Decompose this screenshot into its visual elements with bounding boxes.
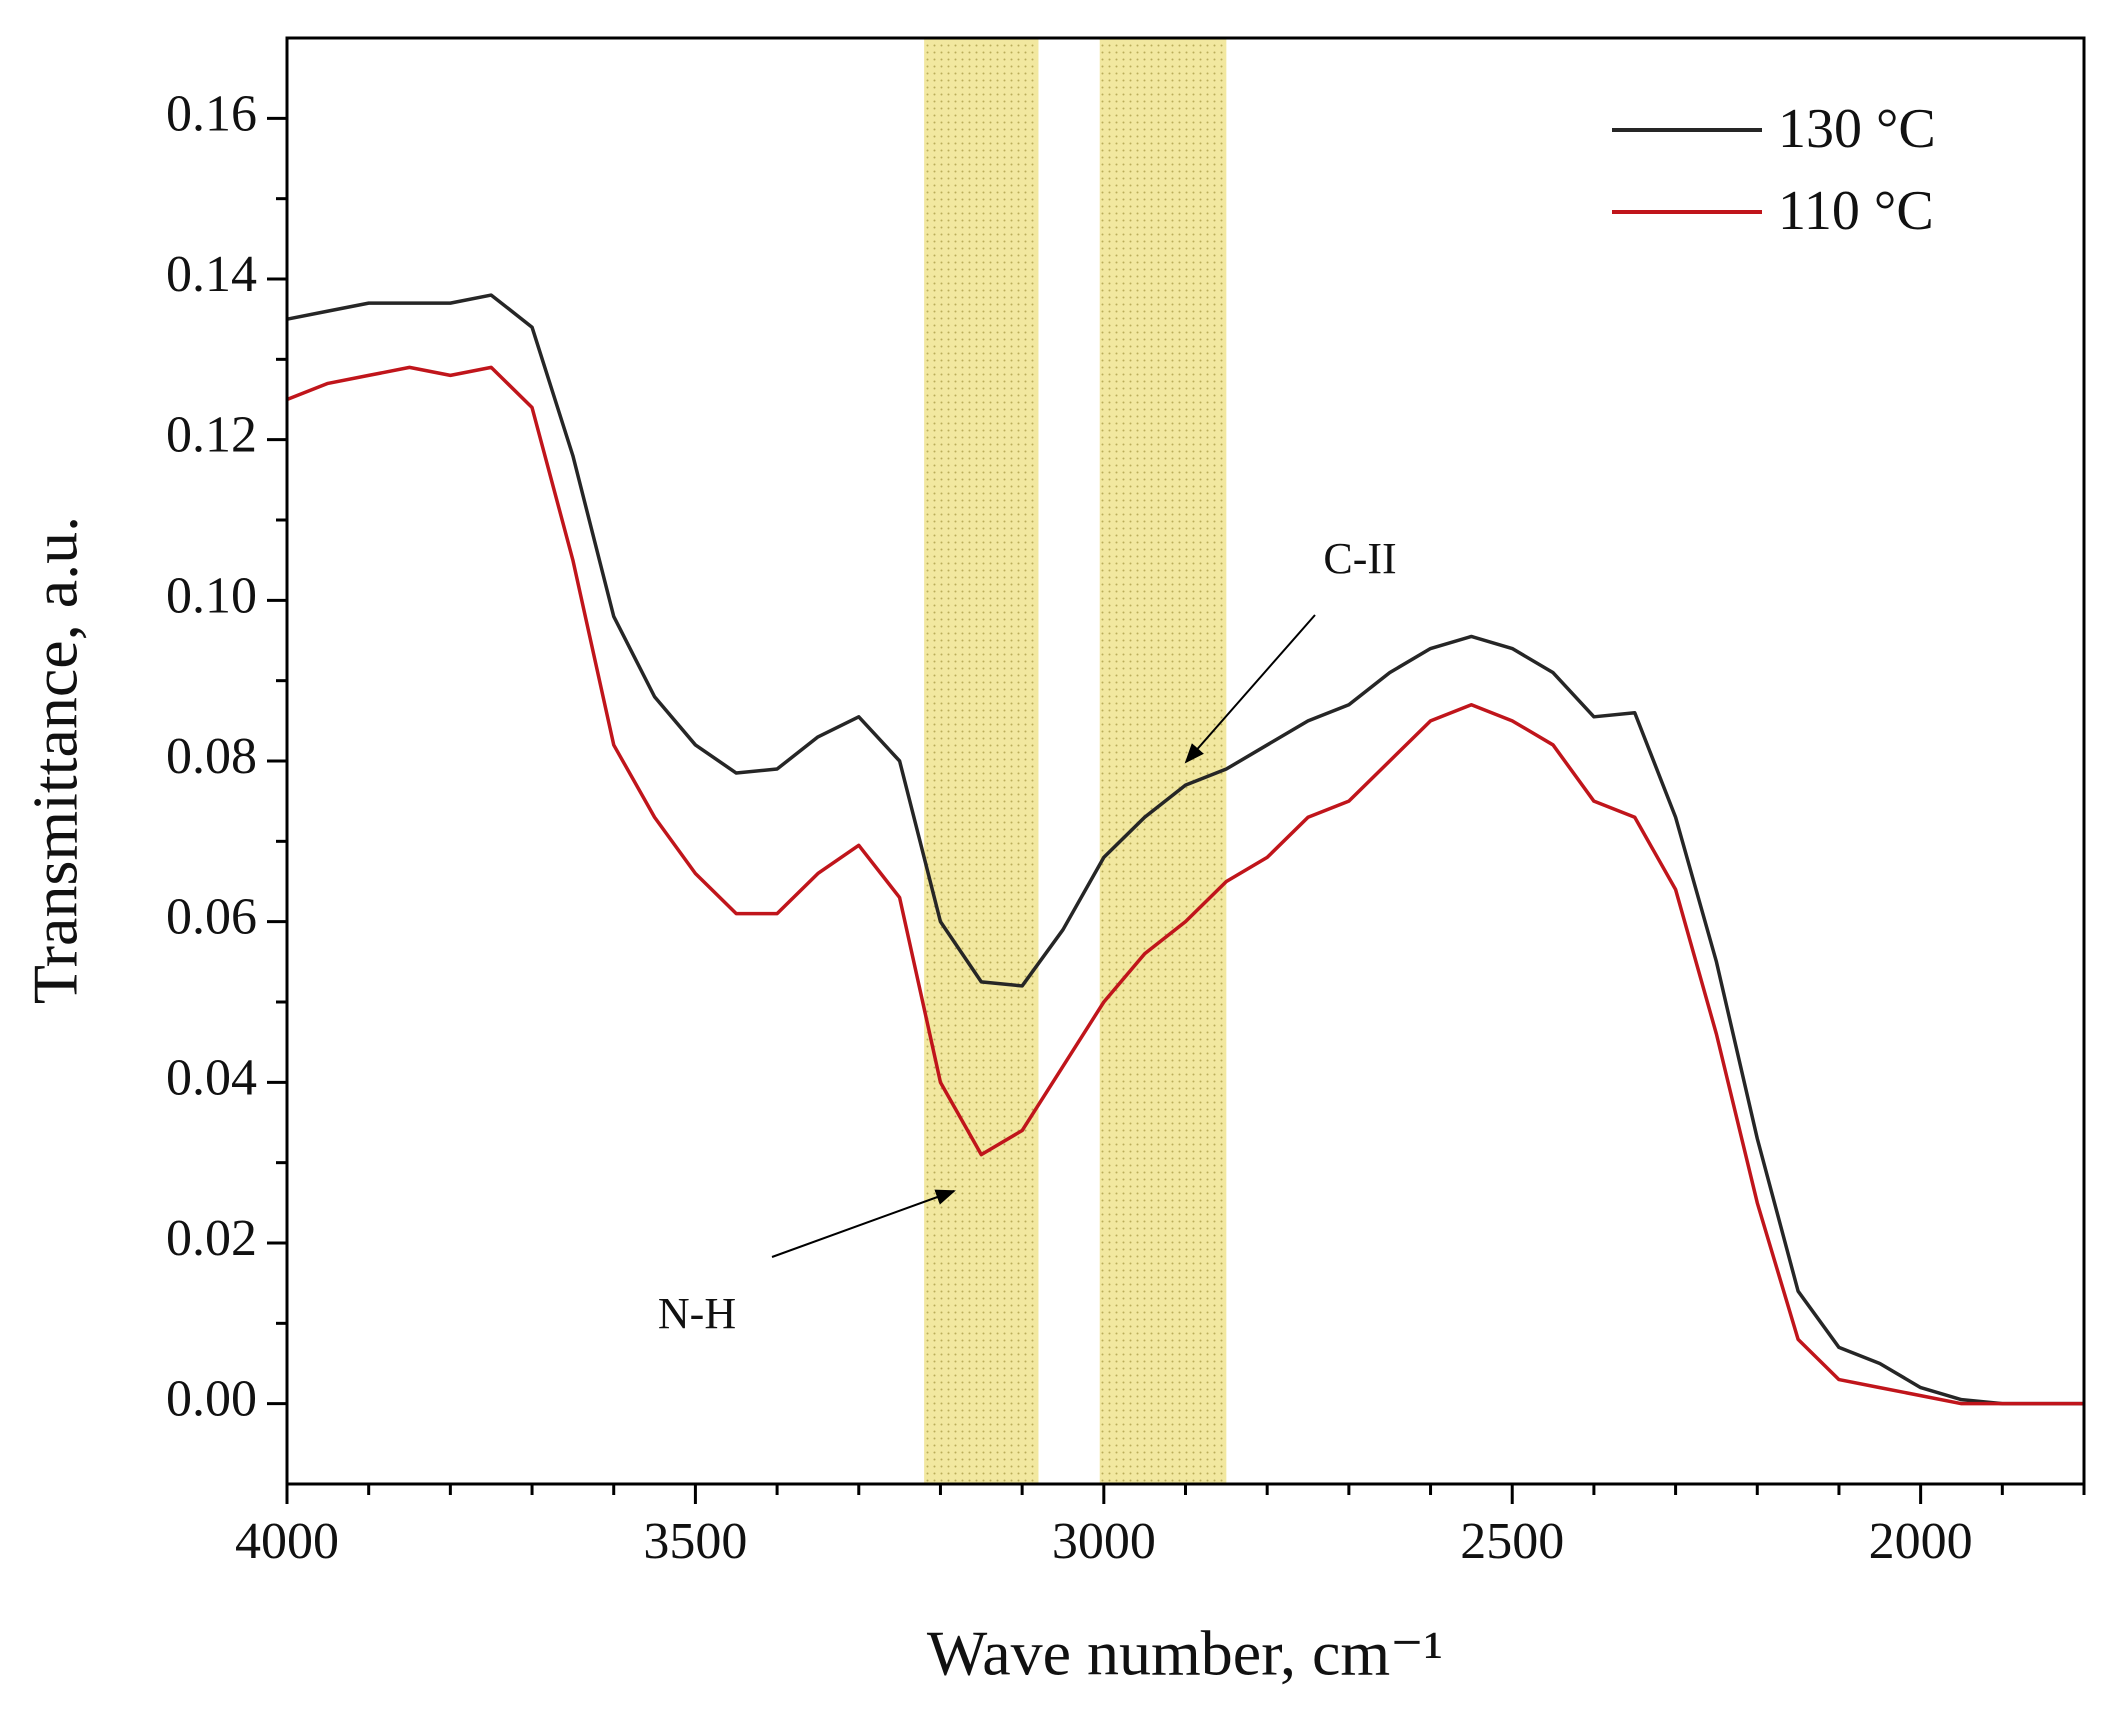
annotation: C-II bbox=[1323, 534, 1396, 583]
y-tick-label: 0.04 bbox=[166, 1049, 257, 1106]
series-line bbox=[286, 365, 2084, 1406]
annotation: N-H bbox=[658, 1289, 736, 1338]
x-tick-label: 3000 bbox=[1052, 1513, 1156, 1570]
legend-label: 110 °C bbox=[1778, 180, 1934, 242]
x-tick-label: 4000 bbox=[235, 1513, 339, 1570]
plot-frame bbox=[285, 36, 2086, 1486]
x-axis-label: Wave number, cm⁻¹ bbox=[927, 1618, 1443, 1689]
x-tick-label: 3500 bbox=[643, 1513, 747, 1570]
annotation-arrow bbox=[1184, 614, 1316, 764]
y-axis-label: Transmittance, a.u. bbox=[20, 516, 91, 1004]
y-tick-label: 0.16 bbox=[166, 85, 257, 142]
y-tick-label: 0.12 bbox=[166, 407, 257, 464]
y-tick-label: 0.10 bbox=[166, 567, 257, 624]
y-tick-label: 0.02 bbox=[166, 1210, 257, 1267]
y-tick-label: 0.08 bbox=[166, 728, 257, 785]
x-tick-label: 2000 bbox=[1869, 1513, 1973, 1570]
legend-label: 130 °C bbox=[1778, 98, 1936, 160]
highlight-band-dots bbox=[1099, 38, 1227, 1484]
y-tick-label: 0.06 bbox=[166, 889, 257, 946]
y-tick-label: 0.00 bbox=[166, 1371, 257, 1428]
highlight-band-dots bbox=[924, 38, 1039, 1484]
series-line bbox=[286, 293, 2084, 1406]
x-tick-label: 2500 bbox=[1460, 1513, 1564, 1570]
y-tick-label: 0.14 bbox=[166, 246, 257, 303]
annotation-arrow bbox=[771, 1189, 956, 1258]
